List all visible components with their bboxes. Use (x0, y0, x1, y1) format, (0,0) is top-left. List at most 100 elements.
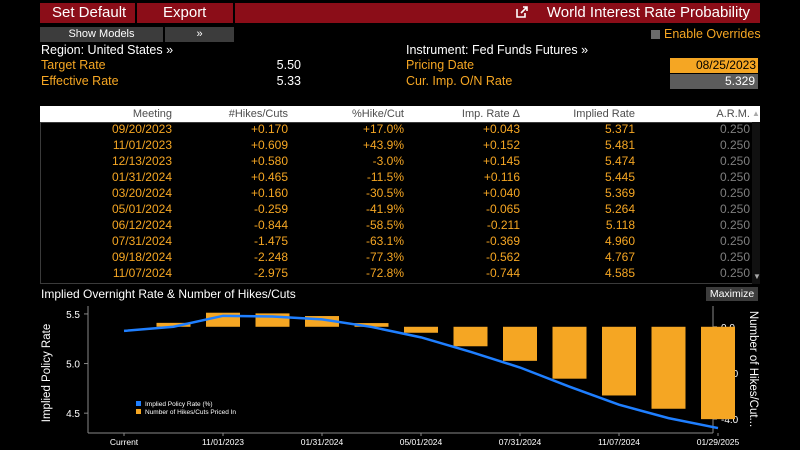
table-cell: 0.250 (719, 202, 750, 216)
table-cell: -0.259 (253, 202, 288, 216)
table-cell: -0.744 (485, 266, 520, 280)
export-button[interactable]: Export (163, 4, 207, 21)
effective-rate-value: 5.33 (276, 74, 301, 88)
x-tick-label: 01/29/2025 (697, 437, 740, 447)
x-tick-label: Current (110, 437, 139, 447)
table-cell: -77.3% (365, 250, 404, 264)
col-header-imp-rate-delta[interactable]: Imp. Rate Δ (461, 108, 520, 120)
hikes-cuts-bar (552, 326, 587, 379)
table-cell: -2.248 (253, 250, 288, 264)
hikes-cuts-bar (651, 326, 686, 409)
col-header-hikes-cuts[interactable]: #Hikes/Cuts (228, 108, 288, 120)
legend-label-bar: Number of Hikes/Cuts Priced In (145, 409, 236, 416)
table-cell: +0.152 (482, 138, 520, 152)
target-rate-label: Target Rate (41, 58, 106, 72)
table-cell: +0.580 (250, 154, 288, 168)
scroll-up-arrow[interactable]: ▲ (752, 109, 760, 118)
table-row-meeting-cell[interactable]: 07/31/2024 (111, 234, 172, 248)
table-cell: 4.767 (604, 250, 635, 264)
table-cell: 5.369 (604, 186, 635, 200)
y-left-axis-label: Implied Policy Rate (41, 324, 53, 422)
set-default-button[interactable]: Set Default (52, 4, 127, 21)
maximize-button[interactable]: Maximize (706, 287, 758, 301)
table-cell: -0.211 (486, 218, 520, 232)
cur-imp-rate-input[interactable]: 5.329 (670, 74, 758, 89)
table-row-meeting-cell[interactable]: 09/20/2023 (111, 122, 172, 136)
table-cell: 0.250 (719, 266, 750, 280)
x-tick-label: 11/01/2023 (202, 437, 244, 447)
table-cell: 0.250 (719, 170, 750, 184)
table-cell: +0.170 (250, 122, 288, 136)
hikes-cuts-bar (701, 326, 735, 420)
col-header-meeting[interactable]: Meeting (132, 108, 172, 120)
table-cell: 0.250 (719, 154, 750, 168)
table-row-meeting-cell[interactable]: 11/07/2024 (112, 266, 172, 280)
show-models-button[interactable]: Show Models (40, 27, 163, 42)
table-row-meeting-cell[interactable]: 01/31/2024 (111, 170, 172, 184)
col-header-implied-rate[interactable]: Implied Rate (573, 108, 635, 120)
y-left-tick-label: 4.5 (66, 409, 80, 420)
table-cell: 5.264 (604, 202, 635, 216)
expand-chevron-button[interactable]: » (165, 27, 234, 42)
table-cell: 0.250 (719, 186, 750, 200)
table-cell: -63.1% (365, 234, 404, 248)
toolbar-divider (233, 3, 235, 23)
pricing-date-input[interactable]: 08/25/2023 (670, 58, 758, 73)
implied-rate-line (123, 314, 719, 430)
legend-swatch-line (136, 401, 141, 406)
table-cell: 0.250 (719, 122, 750, 136)
table-row-meeting-cell[interactable]: 05/01/2024 (111, 202, 172, 216)
table-row-meeting-cell[interactable]: 06/12/2024 (111, 218, 172, 232)
region-selector[interactable]: Region: United States » (41, 43, 174, 57)
table-header (40, 106, 760, 122)
hikes-cuts-bar (404, 326, 438, 333)
table-cell: -2.975 (253, 266, 288, 280)
effective-rate-label: Effective Rate (41, 74, 119, 88)
table-cell: 5.118 (605, 218, 635, 232)
hikes-cuts-bar (503, 326, 537, 361)
table-row-meeting-cell[interactable]: 12/13/2023 (111, 154, 172, 168)
table-cell: 4.960 (604, 234, 635, 248)
table-cell: 5.371 (604, 122, 635, 136)
table-cell: -11.5% (366, 170, 404, 184)
scroll-down-arrow[interactable]: ▼ (753, 272, 761, 281)
table-row-meeting-cell[interactable]: 03/20/2024 (111, 186, 172, 200)
enable-overrides-label[interactable]: Enable Overrides (664, 27, 761, 41)
table-row-meeting-cell[interactable]: 11/01/2023 (112, 138, 172, 152)
table-cell: -72.8% (365, 266, 404, 280)
hikes-cuts-bar (354, 323, 389, 327)
instrument-selector[interactable]: Instrument: Fed Funds Futures » (406, 43, 589, 57)
table-cell: 5.474 (604, 154, 635, 168)
col-header-arm[interactable]: A.R.M. (716, 108, 750, 120)
hikes-cuts-bar (305, 316, 339, 327)
pricing-date-label: Pricing Date (406, 58, 475, 72)
table-cell: 5.445 (604, 170, 635, 184)
cur-imp-rate-label: Cur. Imp. O/N Rate (406, 74, 513, 88)
table-cell: 5.481 (604, 138, 635, 152)
table-cell: +17.0% (362, 122, 404, 136)
table-cell: -30.5% (365, 186, 404, 200)
table-cell: -0.369 (485, 234, 520, 248)
x-tick-label: 05/01/2024 (400, 437, 443, 447)
hikes-cuts-bar (453, 326, 488, 347)
table-cell: -41.9% (365, 202, 404, 216)
col-header-pct-hike-cut[interactable]: %Hike/Cut (352, 108, 404, 120)
table-cell: +0.116 (483, 170, 520, 184)
table-row-meeting-cell[interactable]: 09/18/2024 (111, 250, 172, 264)
x-tick-label: 07/31/2024 (499, 437, 542, 447)
table-scrollbar[interactable] (752, 122, 760, 284)
legend-label-line: Implied Policy Rate (%) (145, 401, 213, 408)
table-cell: -0.065 (485, 202, 520, 216)
table-cell: 0.250 (719, 138, 750, 152)
popout-icon[interactable] (516, 6, 528, 18)
table-cell: -3.0% (372, 154, 404, 168)
table-cell: -0.562 (485, 250, 520, 264)
toolbar-divider (135, 3, 137, 23)
enable-overrides-checkbox[interactable] (651, 30, 660, 39)
table-cell: +0.465 (250, 170, 288, 184)
y-right-tick-label: -4.0 (721, 415, 739, 426)
table-cell: +0.160 (250, 186, 288, 200)
toolbar (40, 3, 760, 23)
table-cell: +43.9% (362, 138, 404, 152)
